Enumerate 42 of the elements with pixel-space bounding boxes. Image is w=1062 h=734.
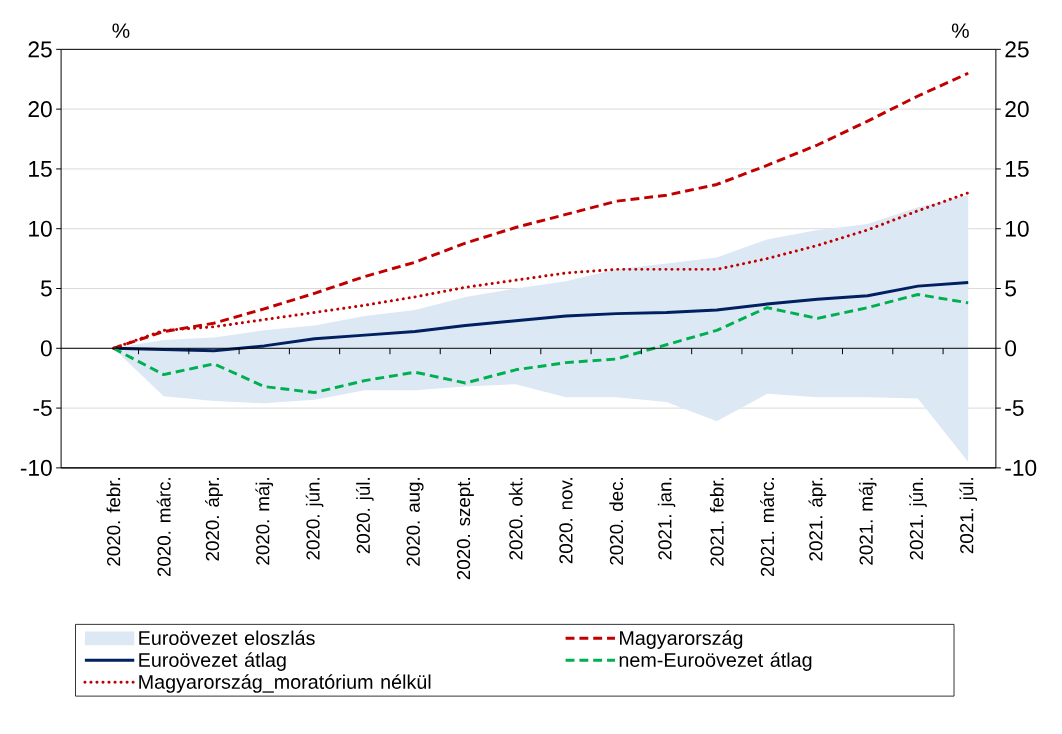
y2-tick-label: 20 xyxy=(1005,100,1029,117)
x-tick-label: 2020. márc. xyxy=(156,477,171,576)
x-tick-label: 2020. szept. xyxy=(456,477,474,580)
y2-tick-label: 0 xyxy=(1005,340,1017,357)
y-tick-label: 0 xyxy=(40,340,52,357)
y-tick-label: 10 xyxy=(29,220,52,237)
y2-tick-label: 10 xyxy=(1006,220,1029,237)
y-tick-label: 25 xyxy=(28,41,52,58)
x-tick-label: 2020. júl. xyxy=(355,477,374,554)
y-tick-label: -10 xyxy=(20,459,52,476)
x-tick-label: 2021. máj. xyxy=(858,477,877,565)
y-tick-label: 15 xyxy=(29,160,52,177)
y-tick-label: 20 xyxy=(28,100,52,117)
y2-axis-title: % xyxy=(951,23,969,38)
x-tick-label: 2020. febr. xyxy=(106,477,121,566)
x-tick-label: 2020. ápr. xyxy=(205,477,223,561)
x-tick-label: 2020. nov. xyxy=(559,477,573,564)
x-tick-label: 2021. jún. xyxy=(909,477,927,560)
x-tick-label: 2020. jún. xyxy=(305,477,324,560)
x-tick-label: 2020. aug. xyxy=(406,477,424,566)
x-tick-label: 2021. júl. xyxy=(959,477,978,554)
legend-label: Euroövezet eloszlás xyxy=(139,630,315,645)
x-tick-label: 2020. dec. xyxy=(609,477,624,565)
y2-tick-label: 5 xyxy=(1005,280,1016,297)
legend-label: Euroövezet átlag xyxy=(139,652,286,671)
line-series xyxy=(111,292,970,394)
x-tick-label: 2020. máj. xyxy=(255,477,274,565)
legend-label: nem-Euroövezet átlag xyxy=(619,652,812,671)
y2-tick-label: 15 xyxy=(1006,160,1029,177)
x-tick-label: 2020. okt. xyxy=(508,477,523,560)
legend-label: Magyarország_moratórium nélkül xyxy=(139,674,431,693)
y2-tick-label: -5 xyxy=(1005,399,1024,416)
x-tick-label: 2021. ápr. xyxy=(808,477,827,561)
y2-tick-label: -10 xyxy=(1005,459,1037,476)
x-tick-label: 2021. márc. xyxy=(760,477,775,576)
y-axis-title: % xyxy=(112,23,130,38)
y2-tick-label: 25 xyxy=(1005,41,1029,58)
legend-label: Magyarország xyxy=(620,630,743,649)
y-tick-label: 5 xyxy=(40,280,52,297)
y-tick-label: -5 xyxy=(33,399,52,416)
x-tick-label: 2021. febr. xyxy=(709,477,724,566)
x-tick-label: 2021. jan. xyxy=(657,477,676,560)
